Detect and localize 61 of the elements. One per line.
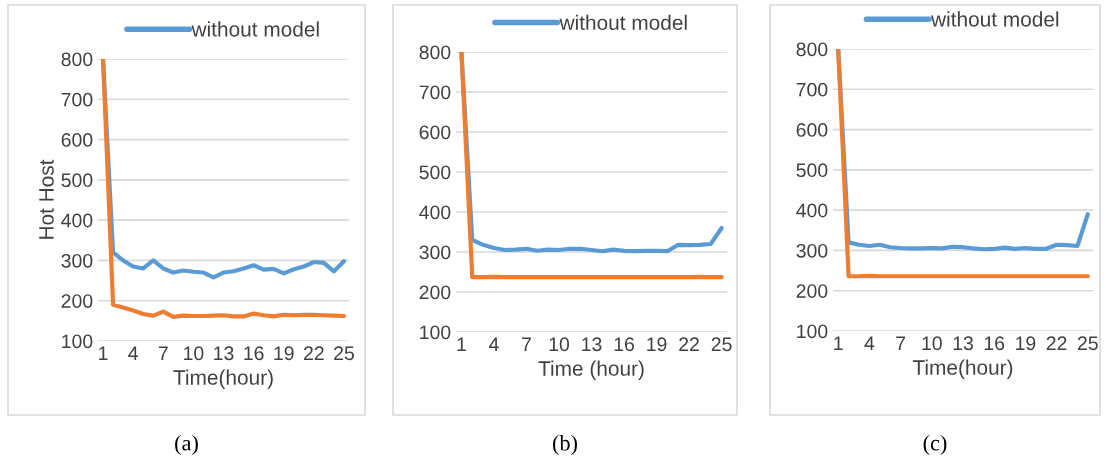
y-tick-label: 600 — [796, 123, 828, 137]
y-tick-label: 100 — [797, 324, 828, 339]
y-tick-label: 400 — [61, 213, 93, 228]
y-tick-label: 300 — [796, 243, 828, 258]
x-tick-label: 7 — [896, 336, 906, 350]
text: (b) — [553, 434, 577, 456]
x-tick-label: 4 — [864, 336, 875, 350]
legend-label: without model — [559, 14, 687, 31]
x-tick-label: 25 — [1077, 336, 1098, 351]
y-tick-label: 700 — [61, 92, 93, 107]
x-tick-label: 13 — [582, 337, 602, 352]
x-tick-label: 16 — [244, 346, 264, 361]
y-tick-label: 200 — [796, 284, 828, 298]
text: (a) — [175, 434, 198, 456]
x-axis-title: Time(hour) — [912, 359, 1013, 379]
x-tick-label: 1 — [457, 337, 466, 351]
x-tick-label: 22 — [1046, 336, 1067, 350]
y-tick-label: 200 — [419, 285, 451, 300]
x-tick-label: 25 — [711, 337, 732, 352]
x-tick-label: 4 — [488, 337, 499, 351]
x-axis-title: Time(hour) — [173, 369, 273, 389]
y-axis-title: Hot Host — [39, 159, 54, 239]
y-tick-label: 800 — [61, 52, 93, 67]
y-tick-label: 400 — [419, 205, 451, 220]
x-tick-label: 7 — [158, 346, 168, 360]
y-tick-label: 200 — [61, 294, 93, 308]
y-tick-label: 800 — [796, 42, 828, 57]
x-tick-label: 22 — [304, 346, 324, 360]
x-tick-label: 19 — [647, 337, 667, 352]
y-tick-label: 600 — [61, 133, 93, 147]
legend-label: without model — [191, 21, 319, 37]
x-tick-label: 10 — [184, 346, 204, 361]
x-tick-label: 22 — [679, 337, 699, 351]
x-tick-label: 1 — [99, 346, 108, 360]
x-tick-label: 25 — [334, 346, 354, 361]
x-tick-label: 16 — [984, 336, 1005, 351]
y-tick-label: 300 — [61, 253, 93, 268]
x-tick-label: 13 — [214, 346, 234, 361]
text: (c) — [923, 434, 947, 456]
legend-label: without model — [931, 11, 1059, 27]
x-tick-label: 10 — [549, 337, 570, 352]
x-tick-label: 1 — [834, 336, 843, 350]
x-tick-label: 19 — [274, 346, 294, 361]
y-tick-label: 800 — [419, 45, 451, 60]
y-tick-label: 600 — [419, 125, 451, 140]
y-tick-label: 300 — [419, 245, 451, 260]
y-tick-label: 500 — [419, 165, 451, 180]
x-tick-label: 13 — [953, 336, 973, 351]
x-tick-label: 16 — [614, 337, 634, 352]
y-tick-label: 500 — [796, 163, 828, 178]
y-tick-label: 700 — [796, 82, 828, 97]
x-axis-title: Time (hour) — [538, 360, 644, 380]
y-tick-label: 100 — [62, 334, 93, 349]
x-tick-label: 19 — [1016, 336, 1036, 351]
x-tick-label: 4 — [128, 346, 138, 360]
y-tick-label: 700 — [419, 85, 451, 100]
y-tick-label: 400 — [796, 203, 828, 218]
y-tick-label: 100 — [420, 325, 451, 340]
x-tick-label: 7 — [522, 337, 531, 351]
x-tick-label: 10 — [922, 336, 942, 351]
y-tick-label: 500 — [61, 173, 93, 188]
